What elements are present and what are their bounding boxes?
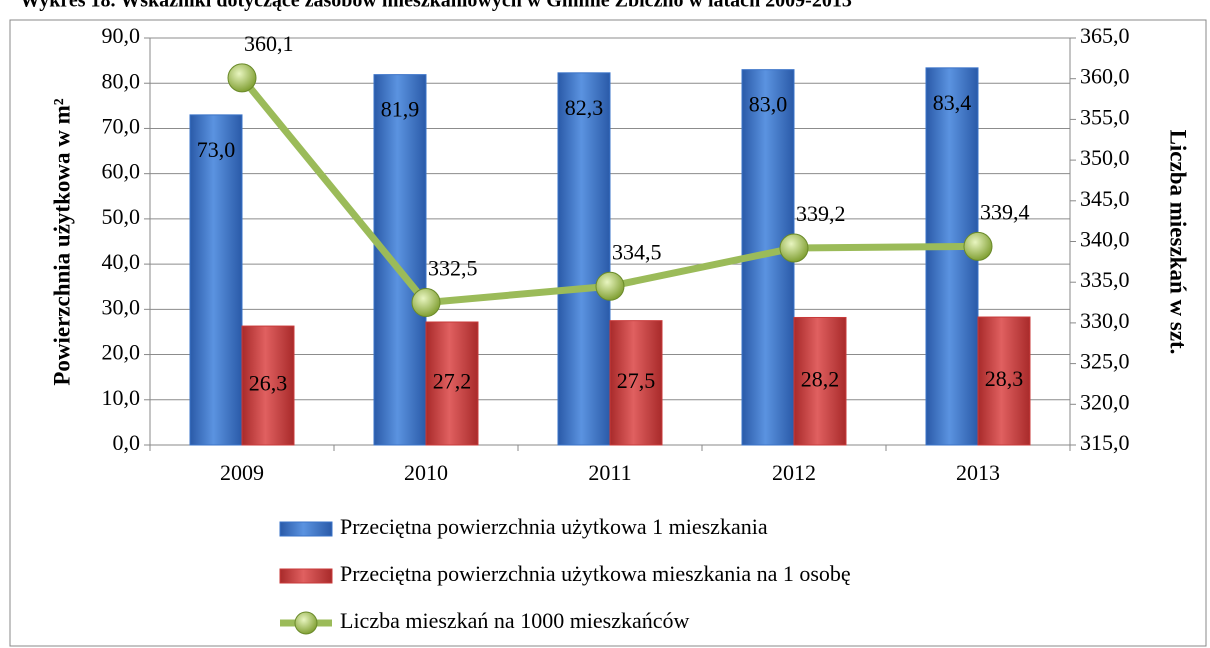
y2-tick-label: 315,0	[1080, 430, 1130, 455]
y-tick-label: 10,0	[102, 385, 141, 410]
legend-label: Liczba mieszkań na 1000 mieszkańców	[340, 608, 690, 633]
y2-tick-label: 365,0	[1080, 23, 1130, 48]
bar	[793, 316, 847, 446]
y2-tick-label: 345,0	[1080, 186, 1130, 211]
data-label: 28,3	[985, 366, 1024, 391]
y2-tick-label: 330,0	[1080, 308, 1130, 333]
x-tick-label: 2013	[956, 460, 1000, 485]
marker	[595, 271, 625, 301]
marker	[779, 233, 809, 263]
marker	[227, 63, 257, 93]
y2-tick-label: 360,0	[1080, 64, 1130, 89]
y-tick-label: 40,0	[102, 249, 141, 274]
y-tick-label: 80,0	[102, 68, 141, 93]
y2-tick-label: 340,0	[1080, 227, 1130, 252]
y-axis-label: Powierzchnia użytkowa w m²	[49, 98, 74, 385]
y2-tick-label: 335,0	[1080, 267, 1130, 292]
data-label: 28,2	[801, 366, 840, 391]
y2-tick-label: 350,0	[1080, 145, 1130, 170]
bar	[557, 72, 611, 446]
legend-swatch	[279, 568, 333, 584]
y-tick-label: 90,0	[102, 23, 141, 48]
y-tick-label: 50,0	[102, 204, 141, 229]
y-tick-label: 70,0	[102, 113, 141, 138]
x-tick-label: 2009	[220, 460, 264, 485]
bar	[373, 74, 427, 446]
legend-marker	[294, 611, 318, 635]
bar	[977, 316, 1031, 446]
y2-tick-label: 325,0	[1080, 349, 1130, 374]
y2-tick-label: 320,0	[1080, 389, 1130, 414]
bar	[425, 321, 479, 446]
marker	[963, 231, 993, 261]
chart-border	[9, 19, 1207, 647]
data-label: 83,4	[933, 90, 972, 115]
y-tick-label: 60,0	[102, 159, 141, 184]
y-tick-label: 30,0	[102, 294, 141, 319]
data-label: 83,0	[749, 92, 788, 117]
legend-label: Przeciętna powierzchnia użytkowa 1 miesz…	[340, 514, 768, 539]
x-tick-label: 2012	[772, 460, 816, 485]
y-tick-label: 0,0	[113, 430, 141, 455]
bar	[241, 325, 295, 446]
data-label: 334,5	[612, 239, 662, 264]
data-label: 27,2	[433, 369, 472, 394]
chart-title: Wykres 18. Wskaźniki dotyczące zasobów m…	[20, 0, 852, 12]
y-tick-label: 20,0	[102, 340, 141, 365]
x-tick-label: 2011	[588, 460, 631, 485]
data-label: 81,9	[381, 97, 420, 122]
x-tick-label: 2010	[404, 460, 448, 485]
data-label: 360,1	[244, 31, 294, 56]
data-label: 82,3	[565, 95, 604, 120]
legend-swatch	[279, 521, 333, 537]
data-label: 73,0	[197, 137, 236, 162]
bar	[609, 320, 663, 446]
data-label: 339,4	[980, 199, 1030, 224]
data-label: 26,3	[249, 371, 288, 396]
data-label: 27,5	[617, 368, 656, 393]
legend-label: Przeciętna powierzchnia użytkowa mieszka…	[340, 561, 851, 586]
y2-tick-label: 355,0	[1080, 104, 1130, 129]
marker	[411, 288, 441, 318]
data-label: 339,2	[796, 201, 846, 226]
y2-axis-label: Liczba mieszkań w szt.	[1166, 130, 1191, 355]
data-label: 332,5	[428, 256, 478, 281]
bar	[189, 114, 243, 446]
